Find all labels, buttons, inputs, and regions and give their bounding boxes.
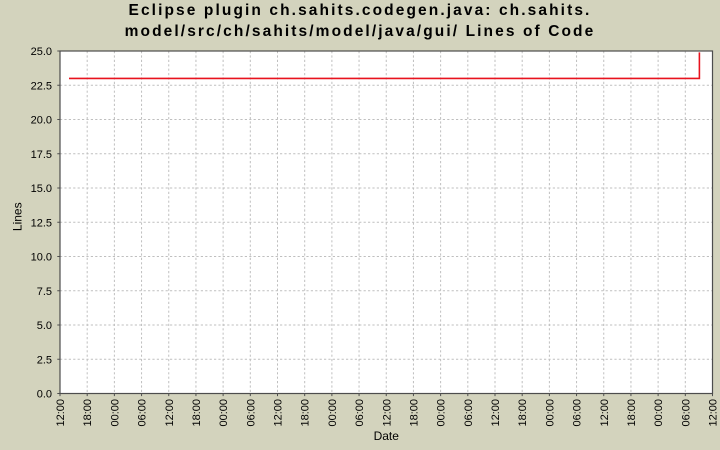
svg-text:18:00: 18:00 [517,399,529,427]
svg-text:12:00: 12:00 [599,399,611,427]
svg-text:00:00: 00:00 [218,399,230,427]
svg-text:06:00: 06:00 [572,399,584,427]
svg-text:12:00: 12:00 [273,399,285,427]
svg-text:0.0: 0.0 [37,389,52,401]
svg-text:15.0: 15.0 [31,183,52,195]
svg-text:00:00: 00:00 [109,399,121,427]
svg-text:18:00: 18:00 [300,399,312,427]
svg-text:18:00: 18:00 [82,399,94,427]
svg-text:10.0: 10.0 [31,252,52,264]
svg-text:12:00: 12:00 [55,399,67,427]
svg-text:Date: Date [374,429,400,443]
svg-text:Eclipse plugin ch.sahits.codeg: Eclipse plugin ch.sahits.codegen.java: c… [129,2,592,19]
svg-text:00:00: 00:00 [653,399,665,427]
svg-text:06:00: 06:00 [463,399,475,427]
svg-text:2.5: 2.5 [37,354,52,366]
svg-text:12.5: 12.5 [31,217,52,229]
svg-text:22.5: 22.5 [31,80,52,92]
svg-text:7.5: 7.5 [37,286,52,298]
svg-text:12:00: 12:00 [164,399,176,427]
svg-text:12:00: 12:00 [490,399,502,427]
svg-text:12:00: 12:00 [708,399,720,427]
svg-text:00:00: 00:00 [327,399,339,427]
svg-text:18:00: 18:00 [626,399,638,427]
svg-text:Lines: Lines [10,202,24,231]
svg-text:00:00: 00:00 [544,399,556,427]
svg-text:25.0: 25.0 [31,46,52,58]
svg-text:5.0: 5.0 [37,320,52,332]
svg-text:18:00: 18:00 [191,399,203,427]
svg-text:17.5: 17.5 [31,149,52,161]
svg-text:06:00: 06:00 [137,399,149,427]
svg-text:18:00: 18:00 [408,399,420,427]
svg-text:20.0: 20.0 [31,115,52,127]
svg-text:06:00: 06:00 [245,399,257,427]
svg-text:06:00: 06:00 [680,399,692,427]
svg-text:12:00: 12:00 [381,399,393,427]
svg-text:00:00: 00:00 [436,399,448,427]
svg-text:06:00: 06:00 [354,399,366,427]
svg-text:model/src/ch/sahits/model/java: model/src/ch/sahits/model/java/gui/ Line… [125,23,596,40]
